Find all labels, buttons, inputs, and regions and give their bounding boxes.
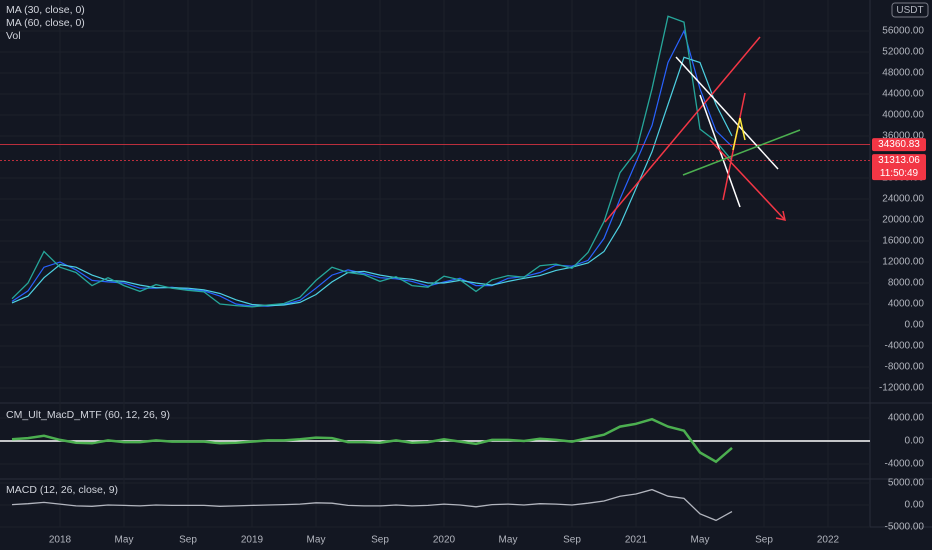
x-tick-label: 2019	[241, 535, 264, 546]
x-tick-label: Sep	[563, 535, 581, 546]
y-tick-label: 16000.00	[882, 236, 924, 247]
price-tag	[872, 154, 926, 181]
x-tick-label: 2022	[817, 535, 840, 546]
marks	[0, 15, 870, 522]
countdown: 11:50:49	[880, 168, 919, 179]
y-tick-label: -5000.00	[885, 522, 925, 533]
indicator-line	[11, 417, 733, 464]
trend-line	[709, 139, 786, 221]
y-tick-label: 36000.00	[882, 131, 924, 142]
x-tick-label: May	[691, 535, 710, 546]
price-line	[11, 15, 733, 308]
currency-box[interactable]	[891, 2, 929, 18]
price-tag	[872, 138, 926, 152]
moving-average-line	[11, 56, 733, 307]
price-tag-label: 34360.83	[878, 139, 920, 150]
y-tick-label: -12000.00	[879, 383, 924, 394]
x-tick-label: Sep	[755, 535, 773, 546]
x-tick-label: May	[115, 535, 134, 546]
y-tick-label: 12000.00	[882, 257, 924, 268]
y-tick-label: 0.00	[905, 500, 925, 511]
y-tick-label: 56000.00	[882, 26, 924, 37]
x-tick-label: May	[499, 535, 518, 546]
y-tick-label: 5000.00	[888, 478, 925, 489]
y-tick-label: 52000.00	[882, 47, 924, 58]
x-tick-label: 2020	[433, 535, 456, 546]
y-tick-label: 0.00	[905, 436, 925, 447]
indicator-line	[11, 488, 733, 522]
y-tick-label: -4000.00	[885, 341, 925, 352]
y-tick-label: 0.00	[905, 320, 925, 331]
price-tag-label: 31313.06	[878, 155, 920, 166]
legend-entry: MA (60, close, 0)	[6, 17, 85, 29]
drawings	[604, 36, 801, 223]
legend-entry: Vol	[6, 30, 21, 42]
trend-line	[604, 36, 761, 223]
y-tick-label: -4000.00	[885, 459, 925, 470]
x-tick-label: 2018	[49, 535, 72, 546]
legend-entry: MA (30, close, 0)	[6, 4, 85, 16]
trend-line	[682, 129, 801, 176]
trend-line	[675, 56, 779, 170]
trend-line	[739, 117, 746, 141]
currency: USDT	[896, 5, 923, 16]
arrow-head	[775, 210, 786, 221]
y-tick-label: 4000.00	[888, 413, 925, 424]
x-tick-label: Sep	[179, 535, 197, 546]
y-tick-label: -8000.00	[885, 362, 925, 373]
y-tick-label: 8000.00	[888, 278, 925, 289]
indicator-title: MACD (12, 26, close, 9)	[6, 484, 118, 496]
x-tick-label: May	[307, 535, 326, 546]
y-tick-label: 40000.00	[882, 110, 924, 121]
y-tick-label: 48000.00	[882, 68, 924, 79]
y-tick-label: 24000.00	[882, 194, 924, 205]
y-tick-label: 44000.00	[882, 89, 924, 100]
x-tick-label: 2021	[625, 535, 648, 546]
y-tick-label: 4000.00	[888, 299, 925, 310]
indicator-title: CM_Ult_MacD_MTF (60, 12, 26, 9)	[6, 409, 170, 421]
trend-line	[732, 117, 741, 151]
moving-average-line	[11, 29, 733, 307]
y-tick-label: 20000.00	[882, 215, 924, 226]
x-tick-label: Sep	[371, 535, 389, 546]
